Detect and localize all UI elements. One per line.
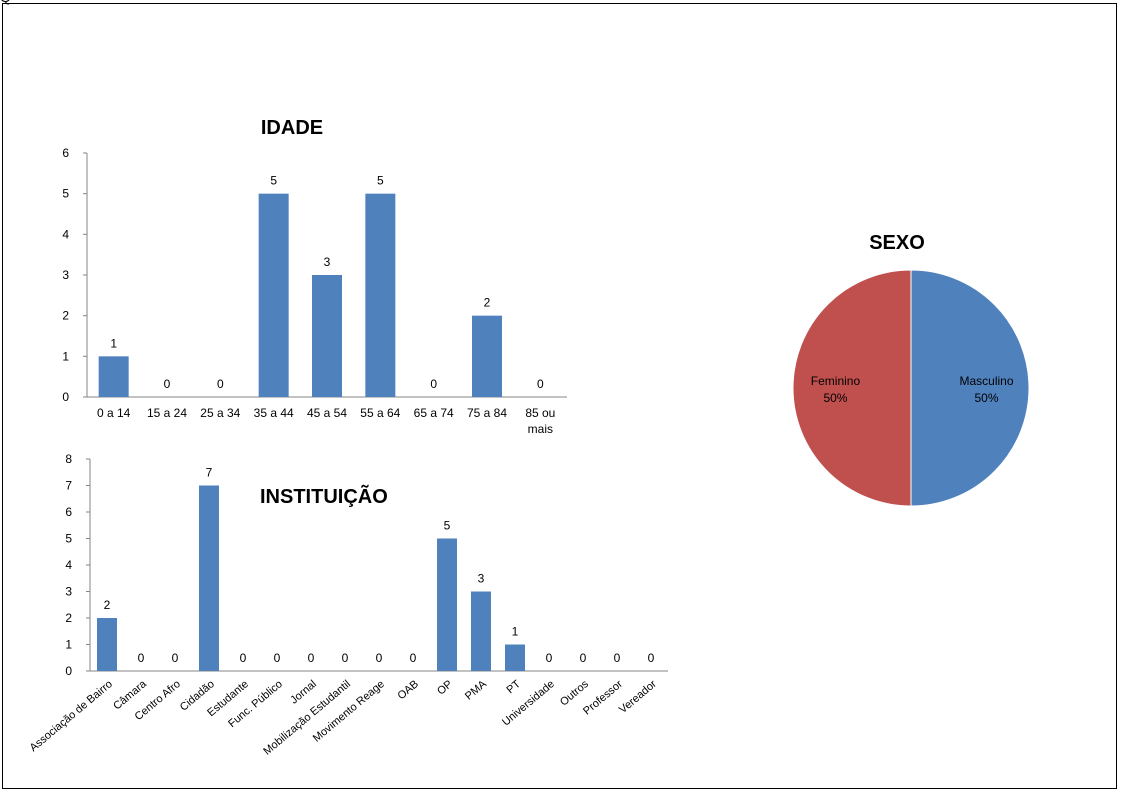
- pie-percent-label: 50%: [823, 391, 847, 405]
- bar: [258, 193, 289, 397]
- x-tick-label: 25 a 34: [200, 406, 240, 420]
- x-tick-label: OAB: [395, 678, 421, 702]
- y-tick-label: 2: [62, 309, 69, 323]
- bar-chart-idade: IDADE 0 1 2 3 4 5 6 1 0 a 14 0 15 a 24 0 25 a 34 5 35 a…: [62, 117, 567, 436]
- chart-title: IDADE: [261, 117, 323, 139]
- x-tick-label: PMA: [463, 678, 489, 703]
- y-tick-label: 1: [62, 349, 69, 363]
- y-tick-label: 3: [65, 585, 72, 599]
- data-label: 5: [377, 174, 384, 188]
- x-tick-label: mais: [528, 422, 553, 436]
- y-tick-label: 6: [62, 146, 69, 160]
- bar: [199, 485, 219, 671]
- y-tick-label: 1: [65, 638, 72, 652]
- data-label: 5: [444, 519, 451, 533]
- bar: [505, 644, 525, 671]
- pie-label: Feminino: [811, 374, 861, 388]
- pie-slice: [910, 269, 1030, 507]
- data-label: 7: [206, 466, 213, 480]
- data-label: 3: [324, 255, 331, 269]
- data-label: 0: [614, 651, 621, 665]
- data-label: 0: [430, 377, 437, 391]
- y-tick-label: 5: [62, 187, 69, 201]
- data-label: 0: [410, 651, 417, 665]
- data-label: 0: [580, 651, 587, 665]
- x-tick-label: PT: [504, 678, 523, 696]
- y-tick-label: 4: [62, 227, 69, 241]
- x-tick-label: OP: [435, 678, 455, 697]
- x-tick-label: Vereador: [617, 678, 659, 716]
- x-tick-label: 55 a 64: [360, 406, 400, 420]
- y-tick-label: 4: [65, 558, 72, 572]
- x-tick-label: 75 a 84: [467, 406, 507, 420]
- data-label: 0: [138, 651, 145, 665]
- data-label: 1: [512, 625, 519, 639]
- x-tick-label: Associação de Bairro: [28, 678, 115, 754]
- data-label: 0: [172, 651, 179, 665]
- bar: [471, 591, 491, 671]
- bar: [312, 275, 342, 397]
- data-label: 5: [270, 174, 277, 188]
- data-label: 0: [217, 377, 224, 391]
- y-tick-label: 0: [65, 664, 72, 678]
- data-label: 0: [376, 651, 383, 665]
- bar: [437, 538, 457, 671]
- data-label: 0: [648, 651, 655, 665]
- y-tick-label: 0: [62, 390, 69, 404]
- chart-title: INSTITUIÇÃO: [260, 485, 388, 508]
- data-label: 3: [478, 572, 485, 586]
- bar: [365, 193, 396, 397]
- y-tick-label: 5: [65, 532, 72, 546]
- x-tick-label: 45 a 54: [307, 406, 347, 420]
- data-label: 0: [546, 651, 553, 665]
- data-label: 1: [110, 336, 117, 350]
- data-label: 0: [274, 651, 281, 665]
- x-tick-label: 35 a 44: [254, 406, 294, 420]
- chart-title: SEXO: [869, 232, 925, 254]
- y-tick-label: 3: [62, 268, 69, 282]
- x-tick-label: 0 a 14: [97, 406, 131, 420]
- data-label: 2: [104, 598, 111, 612]
- bar: [97, 618, 117, 671]
- data-label: 2: [484, 296, 491, 310]
- data-label: 0: [537, 377, 544, 391]
- pie-label: Masculino: [960, 374, 1014, 388]
- corner-mark: Q: [0, 0, 11, 4]
- data-label: 0: [308, 651, 315, 665]
- pie-slice: [792, 269, 912, 507]
- data-label: 0: [240, 651, 247, 665]
- y-tick-label: 8: [65, 452, 72, 466]
- y-tick-label: 7: [65, 479, 72, 493]
- y-tick-label: 6: [65, 505, 72, 519]
- x-tick-label: 85 ou: [525, 406, 555, 420]
- x-tick-label: 15 a 24: [147, 406, 187, 420]
- bar-chart-instituicao: INSTITUIÇÃO 0 1 2 3 4 5 6 7 8 2 Associação de Bairr…: [28, 452, 668, 758]
- pie-percent-label: 50%: [975, 391, 999, 405]
- x-tick-label: Jornal: [288, 678, 319, 706]
- chart-frame: [2, 3, 1117, 789]
- data-label: 0: [164, 377, 171, 391]
- pie-chart-sexo: SEXO Masculino 50% Feminino 50%: [792, 232, 1030, 507]
- bar: [98, 356, 129, 397]
- y-tick-label: 2: [65, 611, 72, 625]
- data-label: 0: [342, 651, 349, 665]
- x-tick-label: 65 a 74: [414, 406, 454, 420]
- bar: [472, 315, 502, 397]
